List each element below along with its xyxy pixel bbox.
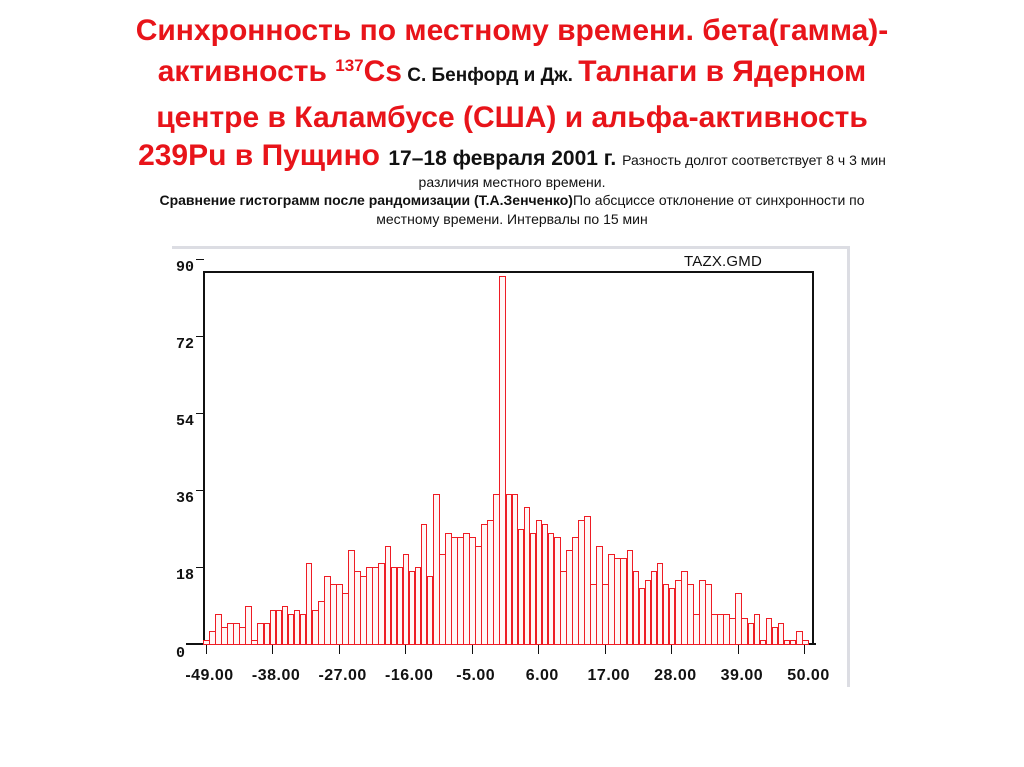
subtitle-line-3: местному времени. Интервалы по 15 мин (376, 211, 648, 227)
isotope-symbol: Cs (363, 55, 402, 88)
y-tick-mark (196, 567, 204, 568)
chart-frame (172, 246, 850, 687)
histogram-bar (245, 605, 252, 645)
isotope-mass-number: 137 (335, 56, 364, 75)
title-line-2-end: Талнаги в Ядерном (578, 55, 867, 88)
histogram-bar (777, 622, 785, 645)
title-line-4: 239Pu в Пущино 17–18 февраля 2001 г. Раз… (40, 138, 984, 179)
title-line-2: активность 137Cs С. Бенфорд и Дж. Талнаг… (40, 51, 984, 97)
subtitle-line-2: Сравнение гистограмм после рандомизации … (40, 191, 984, 210)
title-line-2-activity: активность (157, 55, 336, 88)
title-line-1: Синхронность по местному времени. бета(г… (135, 14, 889, 47)
x-tick-mark (471, 645, 473, 654)
slide-title-block: Синхронность по местному времени. бета(г… (40, 10, 984, 229)
y-tick-label: 72 (176, 336, 195, 353)
title-line-4-pu: 239Pu в Пущино (138, 139, 389, 172)
x-tick-mark (604, 645, 606, 654)
authors: С. Бенфорд и Дж. (401, 65, 579, 86)
x-tick-mark (804, 645, 806, 654)
x-tick-mark (671, 645, 673, 654)
y-tick-mark (196, 490, 204, 491)
x-tick-label: 6.00 (525, 667, 559, 684)
x-tick-mark (272, 645, 274, 654)
x-tick-label: 28.00 (654, 667, 697, 684)
title-line-3: центре в Каламбусе (США) и альфа-активно… (156, 101, 868, 134)
y-tick-label: 36 (176, 490, 195, 507)
subtitle-line-1: различия местного времени. (418, 174, 606, 190)
y-tick-label: 90 (176, 259, 195, 276)
x-tick-label: -38.00 (251, 667, 301, 684)
histogram-bar (305, 562, 313, 645)
x-tick-label: 39.00 (720, 667, 764, 684)
y-tick-mark (196, 413, 204, 414)
comparison-note: Сравнение гистограмм после рандомизации … (159, 192, 573, 208)
y-tick-label: 18 (176, 567, 195, 584)
y-tick-label: 0 (176, 645, 186, 662)
abscissa-note: По абсциссе отклонение от синхронности п… (572, 192, 865, 208)
longitude-note: Разность долгот соответствует 8 ч 3 мин (622, 152, 886, 168)
histogram-bar (801, 639, 809, 645)
x-tick-label: -49.00 (185, 667, 234, 684)
plot-area (203, 271, 814, 644)
x-tick-label: 50.00 (787, 667, 830, 684)
x-tick-mark (737, 645, 739, 654)
histogram-bar (584, 515, 591, 645)
x-tick-label: -5.00 (456, 667, 496, 684)
date-label: 17–18 февраля 2001 г. (388, 147, 623, 170)
y-tick-mark (196, 259, 204, 260)
x-tick-mark (205, 645, 207, 654)
histogram-bar (499, 276, 507, 645)
x-tick-mark (405, 645, 407, 654)
x-tick-label: -27.00 (318, 667, 367, 684)
x-tick-label: 17.00 (587, 667, 631, 684)
x-tick-mark (538, 645, 540, 654)
chart-file-label: TAZX.GMD (684, 253, 762, 270)
histogram-bar (795, 631, 803, 645)
x-tick-mark (338, 645, 340, 654)
x-tick-label: -16.00 (384, 667, 434, 684)
y-tick-label: 54 (176, 413, 195, 430)
y-tick-mark (196, 336, 204, 337)
isotope-cs: 137Cs (335, 55, 402, 88)
histogram-bar (753, 614, 761, 645)
